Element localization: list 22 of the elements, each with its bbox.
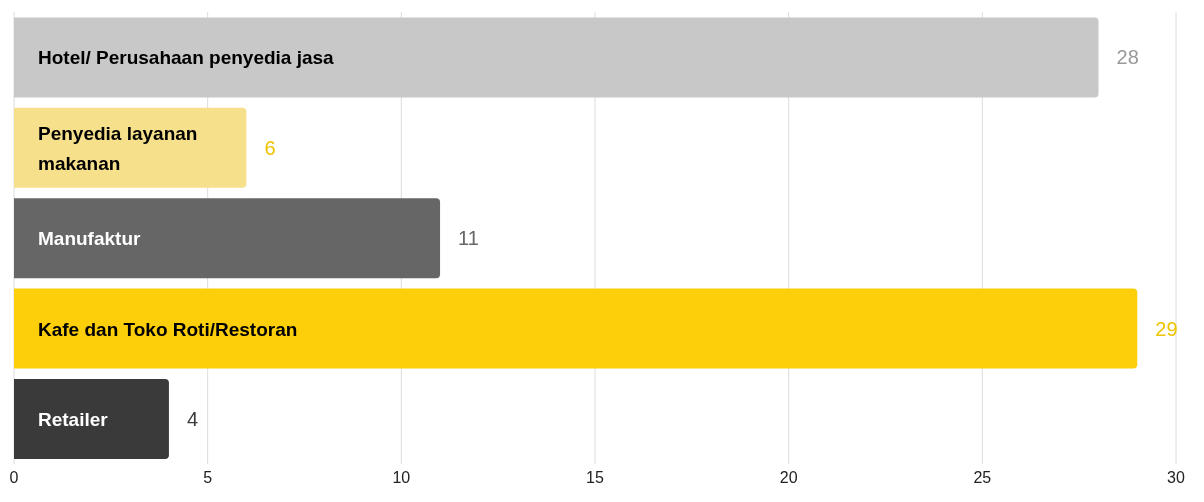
bar: [14, 379, 169, 460]
data-label: 29: [1155, 317, 1178, 340]
y-tick-label: Retailer: [38, 408, 109, 430]
y-tick-label: Kafe dan Toko Roti/Restoran: [38, 318, 298, 340]
y-tick-label: Manufaktur: [38, 227, 141, 249]
bar: [14, 107, 247, 188]
bar: [14, 198, 441, 279]
data-label: 4: [186, 408, 199, 431]
data-label: 11: [458, 227, 479, 250]
x-tick-label: 25: [973, 469, 992, 487]
data-label: 28: [1116, 46, 1139, 69]
x-tick-label: 5: [203, 469, 213, 487]
x-tick-label: 10: [392, 469, 411, 487]
y-tick-label: Penyedia layanan makanan: [38, 122, 198, 174]
x-tick-label: 20: [779, 469, 798, 487]
y-tick-label: Hotel/ Perusahaan penyedia jasa: [38, 46, 335, 68]
x-tick-label: 15: [586, 469, 604, 487]
bar: [14, 17, 1099, 98]
x-tick-label: 30: [1167, 469, 1185, 487]
bar: [14, 288, 1138, 369]
data-label: 6: [264, 136, 276, 159]
x-tick-label: 0: [9, 469, 19, 487]
